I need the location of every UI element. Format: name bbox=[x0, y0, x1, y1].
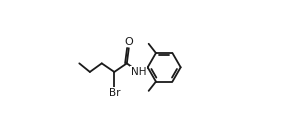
Text: NH: NH bbox=[131, 67, 147, 77]
Text: Br: Br bbox=[108, 88, 120, 98]
Text: O: O bbox=[124, 37, 133, 47]
